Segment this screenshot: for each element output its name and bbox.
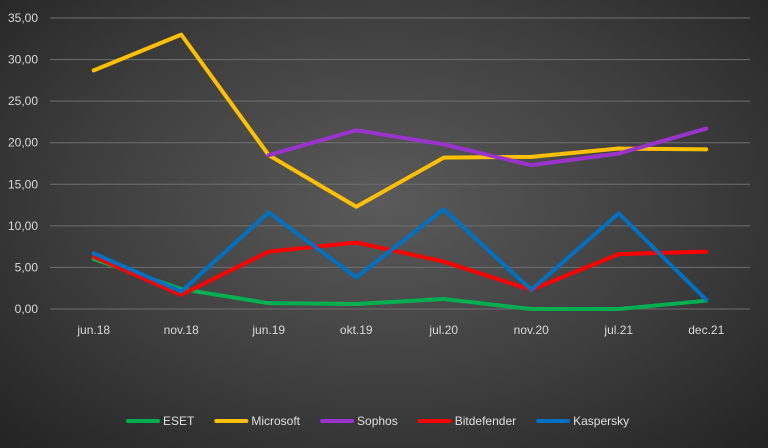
y-tick-label: 35,00 — [8, 11, 38, 25]
x-tick-label: okt.19 — [340, 323, 373, 337]
series-line-eset — [91, 257, 709, 311]
gridlines — [50, 17, 750, 310]
x-tick-label: jun.19 — [251, 323, 285, 337]
x-tick-label: jul.20 — [428, 323, 458, 337]
legend-label: Microsoft — [251, 414, 300, 428]
x-tick-label: nov.18 — [164, 323, 199, 337]
legend-item-microsoft: Microsoft — [214, 414, 301, 428]
legend-label: Bitdefender — [455, 414, 516, 428]
y-tick-label: 0,00 — [15, 302, 39, 316]
legend-label: Sophos — [357, 414, 398, 428]
y-axis: 0,00 5,00 10,00 15,00 20,00 25,00 30,00 35,00 — [8, 11, 38, 316]
series-group — [91, 32, 709, 311]
legend-item-eset: ESET — [126, 414, 195, 428]
x-tick-label: dec.21 — [688, 323, 724, 337]
y-tick-label: 30,00 — [8, 53, 38, 67]
y-tick-label: 20,00 — [8, 136, 38, 150]
y-tick-label: 5,00 — [15, 260, 39, 274]
series-line-bitdefender — [91, 240, 709, 297]
x-tick-label: nov.20 — [514, 323, 549, 337]
legend: ESET Microsoft Sophos Bitdefender Kaspersky — [126, 414, 629, 428]
legend-label: Kaspersky — [573, 414, 629, 428]
y-tick-label: 15,00 — [8, 177, 38, 191]
legend-item-sophos: Sophos — [320, 414, 398, 428]
y-tick-label: 10,00 — [8, 219, 38, 233]
series-line-kaspersky — [91, 207, 709, 302]
x-tick-label: jul.21 — [603, 323, 633, 337]
legend-item-kaspersky: Kaspersky — [536, 414, 629, 428]
series-line-sophos — [266, 126, 709, 168]
x-tick-label: jun.18 — [76, 323, 110, 337]
x-axis: jun.18 nov.18 jun.19 okt.19 jul.20 nov.20 jul.… — [76, 323, 724, 337]
legend-label: ESET — [163, 414, 195, 428]
y-tick-label: 25,00 — [8, 94, 38, 108]
legend-item-bitdefender: Bitdefender — [417, 414, 516, 428]
series-line-microsoft — [91, 32, 709, 209]
